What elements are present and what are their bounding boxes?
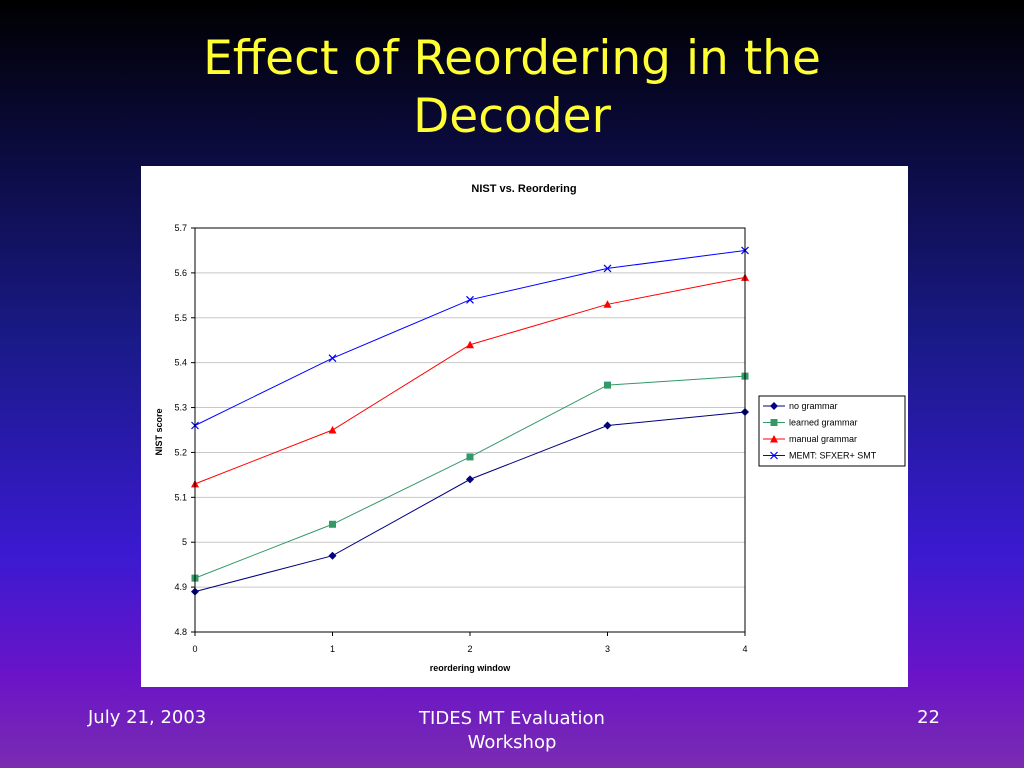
legend-box [758, 395, 906, 467]
slide-title-line1: Effect of Reordering in the [203, 31, 821, 86]
plot-area-frame [194, 227, 746, 633]
legend-label-manual-grammar: manual grammar [789, 434, 857, 444]
footer-event: TIDES MT Evaluation Workshop [362, 707, 662, 755]
marker-stroke [466, 295, 474, 304]
x-tick-label: 0 [192, 644, 197, 654]
data-point-no-grammar [466, 475, 474, 484]
nist-line-chart: NIST vs. Reordering reordering window NI… [154, 183, 906, 673]
data-point-learned-grammar [329, 520, 336, 528]
y-tick-label: 5.5 [174, 313, 187, 323]
x-tick-label: 3 [605, 644, 610, 654]
y-tick-label: 5.1 [174, 492, 187, 502]
y-tick-label: 4.8 [174, 627, 187, 637]
footer-page-number: 22 [917, 707, 940, 728]
footer-date: July 21, 2003 [88, 707, 207, 728]
data-point-learned-grammar [604, 381, 611, 389]
y-tick-label: 5.7 [174, 223, 187, 233]
legend-marker-manual-grammar [770, 435, 778, 443]
y-tick-label: 5.3 [174, 403, 187, 413]
data-point-learned-grammar [466, 453, 474, 461]
y-tick-label: 4.9 [174, 582, 187, 592]
chart-container: NIST vs. Reordering reordering window NI… [141, 166, 908, 687]
data-point-manual-grammar [603, 300, 612, 308]
legend-marker-no-grammar [770, 402, 778, 410]
marker-stroke [603, 264, 612, 273]
data-point-memt-sfxer-smt [466, 295, 474, 304]
chart-title: NIST vs. Reordering [471, 183, 576, 195]
footer-event-line2: Workshop [467, 732, 557, 753]
x-tick-label: 4 [742, 644, 747, 654]
legend-label-memt-sfxer-smt: MEMT: SFXER+ SMT [789, 451, 877, 461]
y-tick-label: 5.4 [174, 358, 187, 368]
data-point-no-grammar [328, 551, 337, 560]
footer-event-line1: TIDES MT Evaluation [419, 708, 605, 729]
data-point-memt-sfxer-smt [328, 354, 337, 363]
slide-title: Effect of Reordering in the Decoder [0, 30, 1024, 146]
data-point-no-grammar [603, 421, 612, 430]
legend-marker-memt-sfxer-smt [770, 451, 778, 460]
y-axis-label: NIST score [154, 408, 164, 455]
legend-marker-learned-grammar [770, 419, 778, 426]
marker-stroke [328, 354, 337, 363]
slide-title-line2: Decoder [413, 89, 611, 144]
series-line-memt-sfxer-smt [194, 249, 746, 426]
x-axis-label: reordering window [430, 663, 512, 673]
series-line-no-grammar [194, 411, 746, 593]
data-point-memt-sfxer-smt [603, 264, 612, 273]
y-tick-label: 5.2 [174, 447, 187, 457]
data-point-manual-grammar [328, 426, 337, 434]
y-tick-label: 5.6 [174, 268, 187, 278]
marker-stroke [770, 451, 778, 460]
legend-label-no-grammar: no grammar [789, 401, 838, 411]
y-tick-label: 5 [182, 537, 187, 547]
x-tick-label: 2 [467, 644, 472, 654]
legend-label-learned-grammar: learned grammar [789, 418, 858, 428]
x-tick-label: 1 [330, 644, 335, 654]
data-point-manual-grammar [466, 340, 474, 349]
